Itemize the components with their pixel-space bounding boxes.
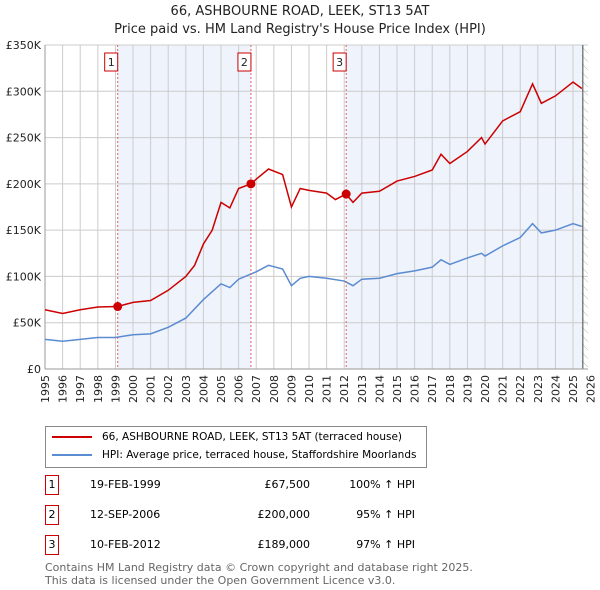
sale-marker-label: 3 bbox=[336, 56, 343, 69]
legend-swatch-hpi bbox=[52, 454, 92, 456]
sale-date: 10-FEB-2012 bbox=[90, 538, 161, 551]
forecast-hatch bbox=[581, 45, 588, 369]
x-tick-label: 2026 bbox=[585, 375, 598, 403]
x-tick-label: 2018 bbox=[444, 375, 457, 403]
y-tick-label: £50K bbox=[13, 317, 42, 330]
sale-marker-badge: 3 bbox=[45, 535, 59, 555]
x-tick-label: 1995 bbox=[39, 375, 52, 403]
legend: 66, ASHBOURNE ROAD, LEEK, ST13 5AT (terr… bbox=[45, 426, 427, 468]
footer-line-2: This data is licensed under the Open Gov… bbox=[45, 574, 396, 587]
sale-marker-badge: 2 bbox=[45, 505, 59, 525]
x-tick-label: 2024 bbox=[549, 375, 562, 403]
y-tick-label: £350K bbox=[6, 39, 42, 52]
x-tick-label: 1996 bbox=[57, 375, 70, 403]
y-tick-label: £100K bbox=[6, 270, 42, 283]
x-tick-label: 2006 bbox=[233, 375, 246, 403]
x-tick-label: 2011 bbox=[321, 375, 334, 403]
plot-area: £0 £50K £100K £150K £200K £250K £300K £350K 1995… bbox=[6, 39, 598, 403]
chart-subtitle: Price paid vs. HM Land Registry's House … bbox=[114, 22, 486, 37]
sale-point bbox=[246, 179, 256, 189]
y-tick-label: £150K bbox=[6, 224, 42, 237]
x-tick-label: 2009 bbox=[285, 375, 298, 403]
sale-price: £189,000 bbox=[257, 538, 311, 551]
x-tick-label: 2002 bbox=[162, 375, 175, 403]
x-tick-label: 2000 bbox=[127, 375, 140, 403]
x-tick-label: 2015 bbox=[391, 375, 404, 403]
x-tick-label: 2017 bbox=[426, 375, 439, 403]
x-tick-label: 2010 bbox=[303, 375, 316, 403]
sale-hpi-change: 95% ↑ HPI bbox=[356, 508, 415, 521]
x-tick-label: 2019 bbox=[461, 375, 474, 403]
property-price-line bbox=[44, 81, 583, 315]
sale-hpi-change: 97% ↑ HPI bbox=[356, 538, 415, 551]
x-tick-label: 2016 bbox=[409, 375, 422, 403]
x-tick-label: 2001 bbox=[145, 375, 158, 403]
x-tick-label: 1999 bbox=[109, 375, 122, 403]
sale-date: 12-SEP-2006 bbox=[90, 508, 161, 521]
y-tick-label: £0 bbox=[27, 363, 41, 376]
sale-price: £67,500 bbox=[264, 478, 311, 491]
x-tick-label: 2023 bbox=[532, 375, 545, 403]
legend-label-hpi: HPI: Average price, terraced house, Staf… bbox=[102, 449, 417, 461]
sale-point bbox=[113, 302, 123, 312]
sale-row: 2 12-SEP-2006 £200,000 95% ↑ HPI bbox=[45, 505, 445, 525]
sale-marker-box bbox=[104, 52, 119, 72]
sale-marker-box bbox=[332, 52, 347, 72]
chart-title: 66, ASHBOURNE ROAD, LEEK, ST13 5AT bbox=[170, 4, 430, 19]
sale-marker-label: 1 bbox=[108, 56, 115, 69]
x-tick-label: 2004 bbox=[197, 375, 210, 403]
legend-swatch-property bbox=[52, 436, 92, 438]
footer-line-1: Contains HM Land Registry data © Crown c… bbox=[45, 561, 473, 574]
sale-hpi-change: 100% ↑ HPI bbox=[349, 478, 415, 491]
x-tick-label: 2022 bbox=[514, 375, 527, 403]
footer: Contains HM Land Registry data © Crown c… bbox=[45, 561, 473, 587]
x-tick-label: 2012 bbox=[338, 375, 351, 403]
x-tick-label: 2005 bbox=[215, 375, 228, 403]
y-tick-label: £200K bbox=[6, 178, 42, 191]
x-tick-label: 2014 bbox=[373, 375, 386, 403]
shaded-band bbox=[346, 45, 582, 369]
sale-marker-box bbox=[237, 52, 252, 72]
sale-row: 1 19-FEB-1999 £67,500 100% ↑ HPI bbox=[45, 475, 445, 495]
legend-label-property: 66, ASHBOURNE ROAD, LEEK, ST13 5AT (terr… bbox=[102, 431, 402, 443]
x-tick-label: 2008 bbox=[268, 375, 281, 403]
x-tick-label: 2007 bbox=[250, 375, 263, 403]
y-tick-label: £250K bbox=[6, 132, 42, 145]
x-tick-label: 2013 bbox=[356, 375, 369, 403]
x-tick-label: 2025 bbox=[567, 375, 580, 403]
x-tick-label: 2020 bbox=[479, 375, 492, 403]
sale-point bbox=[341, 189, 351, 199]
x-tick-label: 2021 bbox=[497, 375, 510, 403]
sale-marker-label: 2 bbox=[241, 56, 248, 69]
sale-price: £200,000 bbox=[257, 508, 311, 521]
y-tick-label: £300K bbox=[6, 85, 42, 98]
sale-row: 3 10-FEB-2012 £189,000 97% ↑ HPI bbox=[45, 535, 445, 555]
hpi-line bbox=[44, 222, 583, 342]
sale-marker-badge: 1 bbox=[45, 475, 59, 495]
x-tick-label: 2003 bbox=[180, 375, 193, 403]
x-tick-label: 1997 bbox=[74, 375, 87, 403]
x-tick-label: 1998 bbox=[92, 375, 105, 403]
sale-date: 19-FEB-1999 bbox=[90, 478, 161, 491]
